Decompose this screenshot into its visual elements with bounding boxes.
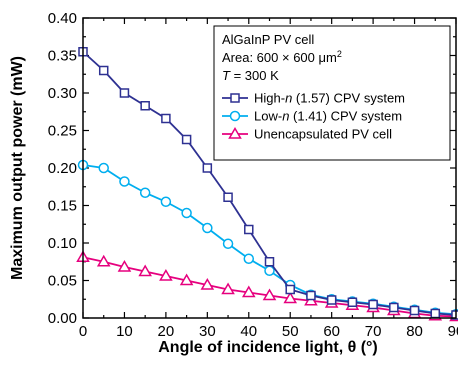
data-point	[368, 299, 378, 310]
data-point	[285, 284, 295, 295]
data-point	[138, 264, 152, 277]
y-tick-label: 0.30	[48, 85, 77, 102]
y-tick-label: 0.10	[48, 235, 77, 252]
data-point	[264, 265, 275, 276]
y-tick-label: 0.05	[48, 273, 77, 290]
x-tick-label: 0	[79, 323, 87, 340]
data-point	[244, 224, 254, 235]
legend-label: Low-n (1.41) CPV system	[254, 109, 402, 124]
data-point	[119, 176, 130, 187]
data-point	[409, 305, 420, 316]
data-point	[96, 254, 111, 267]
x-tick-label: 60	[323, 323, 340, 340]
plot-frame	[82, 17, 457, 319]
data-point	[326, 295, 337, 305]
data-point	[179, 273, 194, 286]
data-point	[262, 288, 277, 301]
legend-swatch-marker	[229, 110, 241, 122]
data-point	[202, 163, 213, 173]
data-point	[306, 290, 316, 301]
data-point	[161, 113, 171, 124]
data-point	[181, 134, 192, 145]
data-point	[389, 302, 399, 313]
x-axis-title: Angle of incidence light, θ (°)	[158, 339, 378, 356]
annotation-temperature: T = 300 K	[222, 68, 279, 83]
data-point	[98, 162, 109, 174]
x-tick-label: 20	[158, 323, 175, 340]
y-tick-label: 0.00	[48, 310, 77, 327]
legend-swatch-marker	[228, 127, 242, 139]
annotation-cell-type: AlGaInP PV cell	[222, 32, 314, 47]
data-point	[98, 65, 109, 76]
data-point	[117, 260, 132, 272]
data-point	[264, 257, 275, 267]
data-point	[200, 278, 215, 290]
data-point	[202, 222, 213, 234]
y-tick-label: 0.40	[48, 10, 77, 27]
y-axis-title: Maximum output power (mW)	[9, 56, 26, 280]
legend-entry: Unencapsulated PV cell	[222, 127, 392, 142]
data-point	[140, 101, 150, 111]
x-tick-label: 70	[365, 323, 382, 340]
annotation-area: Area: 600 × 600 μm2	[222, 49, 342, 65]
y-tick-label: 0.20	[48, 160, 77, 177]
legend-entry: Low-n (1.41) CPV system	[222, 109, 402, 124]
data-point	[139, 187, 151, 198]
data-point	[181, 207, 192, 219]
y-tick-label: 0.25	[48, 123, 77, 140]
data-point	[223, 192, 233, 202]
x-tick-label: 30	[199, 323, 216, 340]
legend-label: Unencapsulated PV cell	[254, 127, 392, 142]
data-point	[243, 253, 255, 264]
legend-box	[213, 25, 451, 161]
data-point	[221, 282, 235, 295]
x-tick-label: 80	[406, 323, 423, 340]
legend-label: High-n (1.57) CPV system	[254, 91, 405, 106]
x-tick-label: 50	[282, 323, 299, 340]
data-point	[160, 196, 172, 207]
x-tick-label: 10	[116, 323, 133, 340]
data-point	[159, 269, 173, 281]
legend-swatch-marker	[230, 93, 240, 103]
y-tick-label: 0.35	[48, 48, 77, 65]
y-tick-label: 0.15	[48, 198, 77, 215]
x-tick-label: 40	[240, 323, 257, 340]
data-point	[430, 308, 441, 319]
data-point	[347, 297, 358, 307]
data-point	[119, 88, 130, 98]
x-tick-label: 90	[448, 323, 458, 340]
data-point	[241, 285, 256, 298]
data-point	[222, 238, 234, 249]
data-point	[283, 291, 298, 304]
legend-entry: High-n (1.57) CPV system	[222, 91, 405, 106]
